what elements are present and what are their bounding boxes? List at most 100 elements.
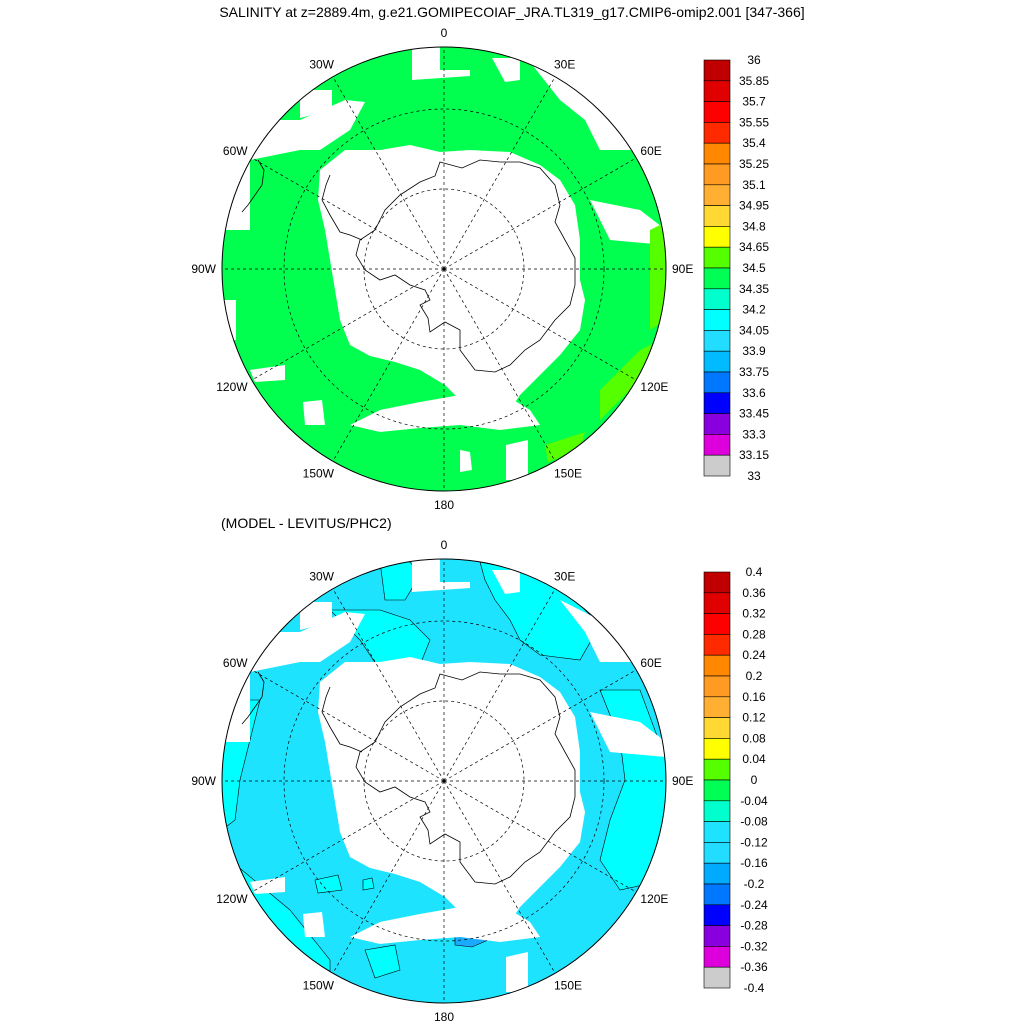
longitude-labels: 0 30E 60E 90E 120E 150E 180 150W 120W 90W 60W 30W [191,538,693,1024]
higher-salinity-patch [600,340,660,420]
pole-marker [442,267,446,271]
colorbar-label: 33 [747,469,761,483]
difference-subtitle: (MODEL - LEVITUS/PHC2) [221,515,392,531]
colorbar-label: 36 [747,53,761,67]
map-border [221,558,667,1004]
difference-regions [314,874,401,979]
higher-salinity-patch [545,432,585,462]
colorbar-label: 0.32 [742,607,766,621]
colorbar-box [703,122,731,144]
colorbar-label: 33.45 [739,407,769,421]
colorbar-box [703,184,731,206]
colorbar-box [703,309,731,331]
colorbar-label: -0.2 [744,877,765,891]
colorbar-label: 0.28 [742,627,766,641]
colorbar-label: 0 [751,773,758,787]
longitude-label: 120W [216,380,248,394]
colorbar-box [703,101,731,123]
colorbar-box [703,80,731,102]
colorbar-box [703,205,731,227]
longitude-labels: 0 30E 60E 90E 120E 150E 180 150W 120W 90W 60W 30W [191,26,693,512]
colorbar-box [703,267,731,290]
longitude-label: 90W [191,774,216,788]
colorbar-label: -0.04 [740,794,768,808]
longitude-label: 150W [303,978,335,992]
colorbar-label: 0.2 [746,669,763,683]
colorbar-box [703,800,731,822]
colorbar-box [703,842,731,864]
graticule [222,559,666,1003]
colorbar-label: 0.36 [742,586,766,600]
map-border [221,46,667,492]
longitude-label: 60W [223,656,248,670]
colorbar-box [703,592,731,614]
colorbar-box [703,454,731,477]
colorbar-label: 0.4 [746,565,763,579]
longitude-label: 30W [309,58,334,72]
difference-map: 0 30E 60E 90E 120E 150E 180 150W 120W 90W 60W 30W 0… [191,538,768,1024]
longitude-label: 120E [640,892,668,906]
difference-colorbar: 0.4 0.36 0.32 0.28 0.24 0.2 0.16 0.12 0.08 0.04 0 -… [703,565,768,995]
colorbar-label: -0.36 [740,960,768,974]
missing-data-areas [222,559,666,992]
colorbar-box [703,946,731,968]
colorbar-box [703,571,731,594]
colorbar-box [703,142,731,165]
colorbar-box [703,883,731,906]
colorbar-label: 34.65 [739,240,769,254]
figure-title: SALINITY at z=2889.4m, g.e21.GOMIPECOIAF… [219,4,805,20]
colorbar-label: -0.32 [740,939,768,953]
longitude-label: 120W [216,892,248,906]
longitude-label: 120E [640,380,668,394]
longitude-label: 60E [640,656,661,670]
longitude-label: 180 [434,1010,454,1024]
colorbar-label: -0.28 [740,919,768,933]
salinity-map: 0 30E 60E 90E 120E 150E 180 150W 120W 90W 60W 30W 3… [191,26,769,512]
colorbar-label: 0.04 [742,752,766,766]
longitude-label: 90E [672,774,693,788]
colorbar-label: 33.6 [742,386,766,400]
colorbar-box [703,330,731,352]
colorbar-box [703,226,731,248]
colorbar-box [703,696,731,718]
colorbar-label: -0.24 [740,898,768,912]
colorbar-label: 34.5 [742,261,766,275]
antarctica-coastline [355,159,576,373]
longitude-label: 150W [303,466,335,480]
colorbar-box [703,613,731,635]
colorbar-label: 35.7 [742,95,766,109]
graticule [222,47,666,491]
antarctic-peninsula-coastline [321,686,363,753]
colorbar-box [703,654,731,677]
colorbar-label: 35.55 [739,115,769,129]
longitude-label: 0 [441,26,448,40]
colorbar-box [703,413,731,435]
colorbar-label: -0.16 [740,856,768,870]
salinity-colorbar: 36 35.85 35.7 35.55 35.4 35.25 35.1 34.95 34.8 34… [703,53,769,483]
longitude-label: 150E [554,978,582,992]
antarctic-peninsula-coastline [321,174,363,241]
colorbar-label: 34.95 [739,199,769,213]
colorbar-label: -0.08 [740,815,768,829]
colorbar-box [703,634,731,656]
antarctica-coastline [355,671,576,885]
longitude-label: 90E [672,262,693,276]
colorbar-label: 34.8 [742,219,766,233]
colorbar-label: 34.2 [742,303,766,317]
colorbar-label: 35.85 [739,74,769,88]
colorbar-box [703,738,731,760]
colorbar-box [703,434,731,456]
colorbar-label: 35.1 [742,178,766,192]
longitude-label: 180 [434,498,454,512]
colorbar-label: 33.15 [739,448,769,462]
longitude-label: 30W [309,570,334,584]
colorbar-box [703,758,731,781]
longitude-label: 0 [441,538,448,552]
colorbar-box [703,59,731,82]
longitude-label: 60W [223,144,248,158]
colorbar-label: 0.16 [742,690,766,704]
colorbar-box [703,246,731,269]
colorbar-label: 33.75 [739,365,769,379]
colorbar-label: 33.3 [742,427,766,441]
colorbar-label: 35.4 [742,136,766,150]
